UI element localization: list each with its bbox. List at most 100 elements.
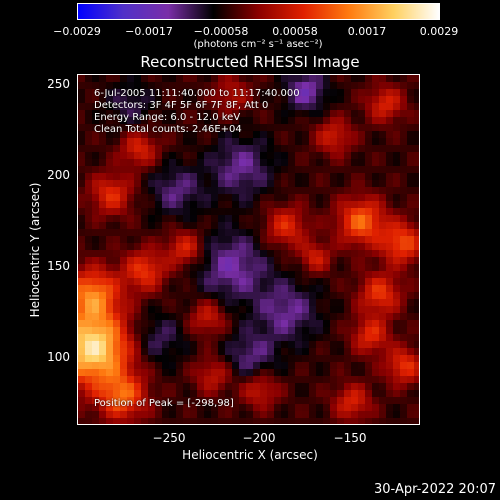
heatmap-cell <box>281 390 289 398</box>
heatmap-cell <box>400 82 408 90</box>
heatmap-cell <box>288 376 296 384</box>
heatmap-cell <box>288 271 296 279</box>
heatmap-cell <box>295 152 303 160</box>
heatmap-cell <box>400 264 408 272</box>
heatmap-cell <box>155 348 163 356</box>
heatmap-cell <box>393 243 401 251</box>
heatmap-cell <box>372 103 380 111</box>
heatmap-cell <box>302 362 310 370</box>
heatmap-cell <box>113 257 121 265</box>
heatmap-cell <box>393 327 401 335</box>
heatmap-cell <box>225 138 233 146</box>
heatmap-cell <box>295 222 303 230</box>
heatmap-cell <box>85 334 93 342</box>
heatmap-cell <box>155 194 163 202</box>
heatmap-cell <box>400 397 408 405</box>
heatmap-cell <box>127 334 135 342</box>
heatmap-cell <box>309 117 317 125</box>
heatmap-cell <box>351 348 359 356</box>
heatmap-cell <box>232 341 240 349</box>
heatmap-cell <box>316 348 324 356</box>
heatmap-cell <box>253 201 261 209</box>
heatmap-cell <box>358 82 366 90</box>
heatmap-cell <box>85 355 93 363</box>
heatmap-cell <box>393 173 401 181</box>
heatmap-cell <box>190 341 198 349</box>
heatmap-cell <box>309 348 317 356</box>
heatmap-cell <box>120 215 128 223</box>
heatmap-cell <box>330 124 338 132</box>
heatmap-cell <box>288 390 296 398</box>
heatmap-cell <box>344 278 352 286</box>
heatmap-cell <box>78 320 86 328</box>
heatmap-cell <box>246 82 254 90</box>
heatmap-cell <box>106 264 114 272</box>
heatmap-cell <box>218 222 226 230</box>
heatmap-cell <box>204 278 212 286</box>
heatmap-cell <box>379 376 387 384</box>
heatmap-cell <box>309 110 317 118</box>
heatmap-cell <box>225 271 233 279</box>
heatmap-cell <box>218 299 226 307</box>
heatmap-cell <box>337 117 345 125</box>
heatmap-cell <box>386 418 394 424</box>
heatmap-cell <box>379 145 387 153</box>
heatmap-cell <box>225 152 233 160</box>
heatmap-cell <box>162 390 170 398</box>
heatmap-cell <box>134 145 142 153</box>
heatmap-cell <box>190 320 198 328</box>
heatmap-cell <box>183 124 191 132</box>
heatmap-cell <box>365 96 373 104</box>
heatmap-cell <box>239 194 247 202</box>
heatmap-cell <box>239 236 247 244</box>
heatmap-cell <box>169 285 177 293</box>
heatmap-cell <box>386 285 394 293</box>
heatmap-cell <box>197 243 205 251</box>
heatmap-cell <box>78 159 86 167</box>
heatmap-cell <box>211 264 219 272</box>
heatmap-cell <box>183 89 191 97</box>
heatmap-cell <box>232 404 240 412</box>
heatmap-cell <box>204 362 212 370</box>
heatmap-cell <box>260 208 268 216</box>
heatmap-cell <box>211 187 219 195</box>
heatmap-cell <box>239 124 247 132</box>
heatmap-cell <box>274 341 282 349</box>
heatmap-cell <box>190 173 198 181</box>
heatmap-cell <box>134 362 142 370</box>
heatmap-cell <box>99 278 107 286</box>
heatmap-cell <box>365 285 373 293</box>
heatmap-cell <box>393 285 401 293</box>
heatmap-cell <box>330 138 338 146</box>
heatmap-cell <box>316 117 324 125</box>
heatmap-cell <box>295 250 303 258</box>
heatmap-cell <box>365 124 373 132</box>
heatmap-cell <box>393 117 401 125</box>
y-tick-label: 200 <box>47 168 70 182</box>
heatmap-cell <box>414 131 419 139</box>
heatmap-cell <box>274 96 282 104</box>
heatmap-cell <box>239 313 247 321</box>
heatmap-cell <box>393 411 401 419</box>
heatmap-cell <box>204 222 212 230</box>
heatmap-cell <box>407 411 415 419</box>
heatmap-cell <box>197 180 205 188</box>
heatmap-cell <box>106 250 114 258</box>
heatmap-cell <box>386 180 394 188</box>
heatmap-cell <box>288 397 296 405</box>
heatmap-cell <box>295 82 303 90</box>
heatmap-cell <box>330 355 338 363</box>
heatmap-cell <box>148 229 156 237</box>
heatmap-cell <box>295 306 303 314</box>
heatmap-cell <box>267 355 275 363</box>
heatmap-cell <box>344 341 352 349</box>
y-tick-label: 100 <box>47 350 70 364</box>
heatmap-cell <box>211 131 219 139</box>
heatmap-cell <box>253 103 261 111</box>
heatmap-cell <box>232 215 240 223</box>
heatmap-cell <box>295 159 303 167</box>
heatmap-cell <box>372 166 380 174</box>
heatmap-cell <box>78 299 86 307</box>
heatmap-cell <box>267 243 275 251</box>
heatmap-cell <box>316 75 324 83</box>
